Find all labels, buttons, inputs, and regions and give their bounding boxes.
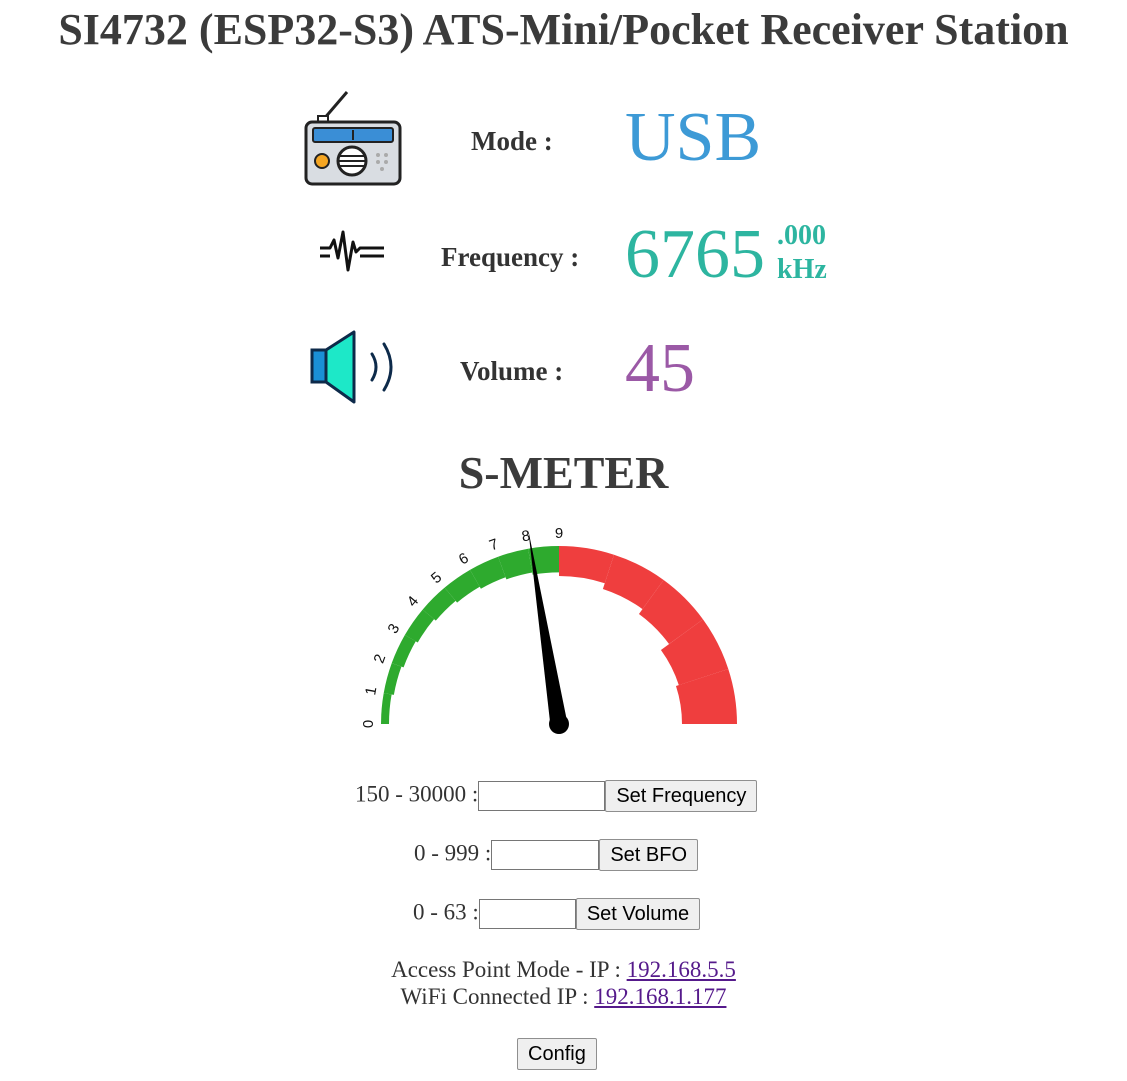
smeter-tick-6: 6	[456, 550, 472, 569]
smeter-title: S-METER	[458, 447, 669, 498]
smeter-tick-8: 8	[520, 527, 531, 545]
smeter-segment-s3	[391, 635, 416, 668]
smeter-segment-s5	[422, 587, 456, 621]
wifi-ip-link[interactable]: 192.168.1.177	[594, 984, 727, 1009]
frequency-value: 6765	[625, 216, 765, 293]
smeter-segment-s2	[383, 663, 402, 695]
frequency-control: 150 - 30000 : Set Frequency	[355, 780, 758, 812]
smeter-segment-s8	[498, 548, 533, 580]
volume-control: 0 - 63 : Set Volume	[413, 898, 701, 930]
mode-label: Mode :	[471, 126, 553, 156]
access-point-line: Access Point Mode - IP : 192.168.5.5	[0, 957, 1127, 983]
smeter-segment-s1	[381, 693, 392, 724]
access-point-label: Access Point Mode - IP :	[391, 957, 621, 982]
smeter-needle-hub	[549, 714, 569, 734]
wifi-label: WiFi Connected IP :	[400, 984, 589, 1009]
smeter-over-segment-1	[559, 546, 615, 584]
smeter-segment-s7	[470, 556, 506, 589]
set-bfo-button[interactable]: Set BFO	[599, 839, 699, 871]
set-volume-button[interactable]: Set Volume	[575, 898, 701, 930]
smeter-over-segment-4	[660, 619, 729, 686]
smeter-over-segment-5	[675, 668, 737, 724]
smeter-over-segment-3	[638, 579, 704, 645]
smeter-tick-5: 5	[428, 569, 445, 587]
smeter-segment-s4	[404, 609, 435, 643]
smeter-tick-7: 7	[487, 536, 501, 555]
wifi-line: WiFi Connected IP : 192.168.1.177	[0, 984, 1127, 1010]
set-frequency-button[interactable]: Set Frequency	[605, 780, 758, 812]
frequency-unit: kHz	[777, 254, 827, 285]
smeter-tick-0: 0	[360, 720, 377, 728]
config-button[interactable]: Config	[517, 1038, 597, 1070]
frequency-label: Frequency :	[441, 242, 580, 272]
smeter-needle	[528, 530, 568, 726]
access-point-ip-link[interactable]: 192.168.5.5	[626, 957, 736, 982]
smeter-tick-4: 4	[404, 593, 422, 610]
frequency-range-label: 150 - 30000 :	[355, 781, 479, 807]
speaker-icon	[310, 330, 393, 404]
mode-value: USB	[625, 99, 762, 176]
frequency-fraction: .000	[777, 220, 826, 251]
frequency-input[interactable]	[478, 781, 606, 811]
page-title: SI4732 (ESP32-S3) ATS-Mini/Pocket Receiv…	[58, 5, 1069, 54]
smeter-over-segment-2	[602, 554, 664, 610]
bfo-range-label: 0 - 999 :	[414, 840, 492, 866]
waveform-icon	[320, 230, 384, 272]
volume-input[interactable]	[478, 899, 576, 929]
smeter-tick-2: 2	[371, 652, 390, 666]
radio-icon	[304, 91, 402, 186]
bfo-control: 0 - 999 : Set BFO	[414, 839, 699, 871]
volume-value: 45	[625, 330, 695, 407]
smeter-tick-9: 9	[555, 525, 563, 542]
bfo-input[interactable]	[491, 840, 600, 870]
smeter-tick-1: 1	[362, 685, 380, 696]
smeter-tick-3: 3	[385, 621, 404, 637]
volume-label: Volume :	[460, 356, 564, 386]
volume-range-label: 0 - 63 :	[413, 899, 479, 925]
smeter-segment-s6	[444, 569, 480, 603]
